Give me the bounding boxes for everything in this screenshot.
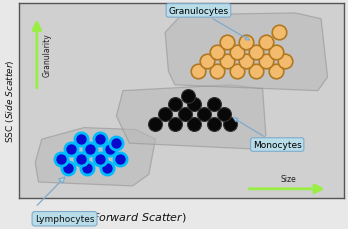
Point [84, 167, 90, 171]
Point [153, 122, 158, 126]
Point [244, 41, 249, 45]
Point [104, 167, 110, 171]
Point [227, 122, 233, 126]
Polygon shape [165, 14, 327, 91]
Point [172, 122, 178, 126]
Point [78, 138, 84, 142]
Point [221, 113, 227, 116]
Point [182, 113, 188, 116]
Point [214, 51, 220, 54]
Point [192, 103, 197, 107]
Point [234, 51, 239, 54]
Text: Size: Size [281, 174, 296, 183]
Point [195, 70, 200, 74]
Point [273, 51, 278, 54]
Point [253, 70, 259, 74]
Point [201, 113, 207, 116]
Point [224, 60, 230, 64]
Text: Granulocytes: Granulocytes [168, 7, 249, 41]
Point [214, 70, 220, 74]
Point [273, 70, 278, 74]
Point [58, 157, 64, 161]
Point [192, 122, 197, 126]
Point [253, 51, 259, 54]
Point [68, 147, 74, 151]
Text: Granularity: Granularity [43, 33, 52, 76]
Point [117, 157, 122, 161]
Y-axis label: SSC ($\it{Side\ Scatter}$): SSC ($\it{Side\ Scatter}$) [4, 59, 16, 143]
Point [185, 95, 191, 99]
Polygon shape [35, 128, 156, 186]
Point [78, 157, 84, 161]
Point [97, 138, 103, 142]
Point [263, 41, 269, 45]
Point [224, 41, 230, 45]
Polygon shape [117, 85, 266, 149]
Text: Monocytes: Monocytes [234, 119, 302, 149]
Point [107, 147, 113, 151]
Point [205, 60, 210, 64]
Point [234, 70, 239, 74]
Point [276, 31, 282, 35]
Point [283, 60, 288, 64]
Point [88, 147, 93, 151]
Point [114, 142, 119, 145]
Point [163, 113, 168, 116]
Point [211, 103, 217, 107]
Point [263, 60, 269, 64]
Point [65, 167, 70, 171]
Text: FSC ($\it{Forward\ Scatter}$): FSC ($\it{Forward\ Scatter}$) [63, 210, 187, 223]
Point [97, 157, 103, 161]
Point [172, 103, 178, 107]
Point [244, 60, 249, 64]
Point [211, 122, 217, 126]
Text: Lymphocytes: Lymphocytes [35, 214, 94, 223]
